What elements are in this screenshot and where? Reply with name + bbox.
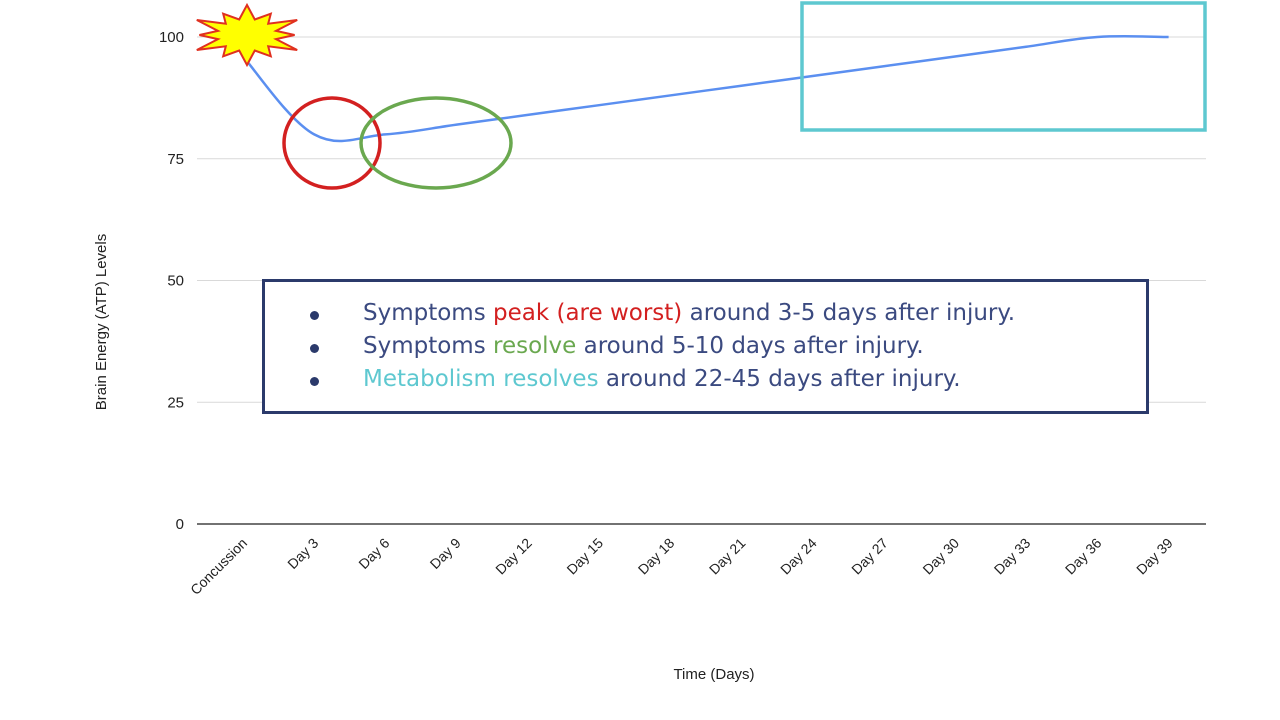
key-point-text: Symptoms: [363, 333, 494, 359]
key-point-item: Symptoms resolve around 5-10 days after …: [265, 330, 1146, 363]
x-axis-label: Time (Days): [673, 666, 754, 683]
x-tick-label: Day 39: [1133, 535, 1176, 578]
y-tick-labels: 0 25 50 75 100: [159, 29, 184, 533]
key-point-highlight: resolve: [493, 333, 577, 359]
key-point-highlight: Metabolism resolves: [363, 366, 599, 392]
key-point-text: around 22-45 days after injury.: [598, 366, 961, 392]
key-points-box: Symptoms peak (are worst) around 3-5 day…: [262, 279, 1149, 414]
x-tick-label: Day 18: [635, 535, 678, 578]
y-tick-label: 25: [167, 394, 184, 411]
x-tick-label: Day 3: [284, 535, 321, 572]
metabolism-rect: [800, 1, 1207, 132]
key-point-text: around 5-10 days after injury.: [576, 333, 924, 359]
key-point-text: Symptoms: [363, 300, 494, 326]
key-points-list: Symptoms peak (are worst) around 3-5 day…: [265, 282, 1146, 396]
x-tick-label: Day 9: [427, 535, 464, 572]
x-tick-label: Day 6: [355, 535, 392, 572]
x-tick-label: Day 21: [706, 535, 749, 578]
y-tick-label: 100: [159, 29, 184, 46]
resolve-ellipse: [359, 96, 513, 190]
x-tick-label: Day 12: [492, 535, 535, 578]
bullet-dot: [310, 344, 319, 353]
peak-circle: [282, 96, 382, 190]
x-tick-labels: Concussion Day 3 Day 6 Day 9 Day 12 Day 15 Day…: [187, 535, 1176, 598]
bullet-dot: [310, 377, 319, 386]
x-tick-label: Day 36: [1062, 535, 1105, 578]
x-tick-label: Concussion: [187, 535, 250, 598]
key-point-item: Metabolism resolves around 22-45 days af…: [265, 363, 1146, 396]
x-tick-label: Day 15: [563, 535, 606, 578]
y-tick-label: 50: [167, 273, 184, 290]
x-tick-label: Day 27: [848, 535, 891, 578]
y-axis-label: Brain Energy (ATP) Levels: [93, 234, 110, 410]
y-tick-label: 75: [167, 151, 184, 168]
x-tick-label: Day 33: [991, 535, 1034, 578]
explosion-icon: [196, 2, 298, 68]
x-tick-label: Day 24: [777, 535, 820, 578]
key-point-text: around 3-5 days after injury.: [682, 300, 1016, 326]
series-line: [242, 34, 1169, 143]
y-tick-label: 0: [176, 516, 184, 533]
key-point-highlight: peak (are worst): [493, 300, 683, 326]
bullet-dot: [310, 311, 319, 320]
key-point-item: Symptoms peak (are worst) around 3-5 day…: [265, 297, 1146, 330]
x-tick-label: Day 30: [919, 535, 962, 578]
